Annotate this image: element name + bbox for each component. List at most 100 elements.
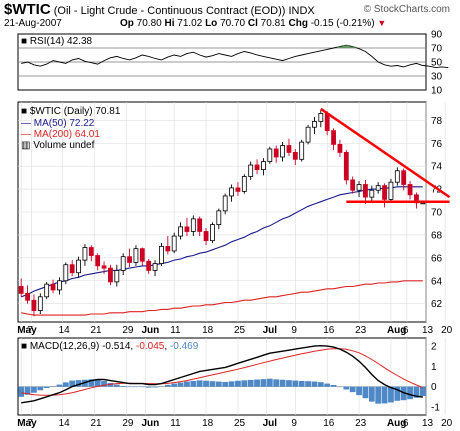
rsi-tick-label: 30 <box>431 72 443 83</box>
candle-body <box>146 260 152 271</box>
low-value: 70.70 <box>220 18 246 29</box>
price-x-tick-label: 29 <box>122 325 134 336</box>
candle-body <box>312 121 317 128</box>
macd-x-tick-label: 29 <box>122 418 134 429</box>
candle-body <box>210 224 215 242</box>
rsi-tick-label: 90 <box>431 30 443 41</box>
macd-histogram-bar <box>177 382 184 387</box>
macd-histogram-bar <box>260 379 267 387</box>
candle-body <box>165 245 171 252</box>
candle-body <box>273 148 279 158</box>
price-tick-label: 68 <box>431 230 443 241</box>
macd-histogram-bar <box>330 385 337 387</box>
macd-x-tick-label: 21 <box>91 418 103 429</box>
candle-body <box>305 126 311 143</box>
price-x-tick-label: Jun <box>142 325 160 336</box>
candle-body <box>76 259 81 274</box>
macd-histogram-bar <box>254 379 260 387</box>
macd-histogram-bar <box>381 386 388 404</box>
ma50-line <box>21 186 423 298</box>
macd-histogram-bar <box>317 382 324 387</box>
rsi-overbought-fill <box>343 45 350 48</box>
candle-body <box>184 226 190 232</box>
macd-legend-part: -0.514, <box>102 341 136 352</box>
macd-histogram-bar <box>18 386 25 397</box>
macd-histogram-bar <box>241 380 248 387</box>
ma200-legend: — MA(200) 64.01 <box>21 129 100 140</box>
rsi-line <box>21 44 449 69</box>
macd-histogram-bar <box>107 382 114 387</box>
macd-histogram-bar <box>101 380 107 387</box>
macd-legend: ■ MACD(12,26,9) -0.514, -0.045, -0.469 <box>21 341 199 352</box>
change-value: -0.15 (-0.21%) <box>310 18 375 29</box>
candle-body <box>139 248 145 262</box>
ma200-line <box>21 280 423 316</box>
candle-body <box>388 181 394 200</box>
candle-body <box>280 145 285 158</box>
price-x-tick-label: 11 <box>170 325 181 336</box>
candle-body <box>299 141 305 160</box>
macd-histogram-bar <box>337 386 343 388</box>
symbol: $WTIC <box>4 1 51 18</box>
candle-body <box>382 185 387 200</box>
candle-body <box>401 170 407 185</box>
candle-body <box>95 255 101 267</box>
macd-histogram-bar <box>298 380 305 387</box>
down-arrow-icon: ▼ <box>377 18 387 28</box>
price-tick-label: 76 <box>431 139 443 150</box>
macd-histogram-bar <box>126 386 133 388</box>
stockcharts-logo: © StockCharts.com <box>363 4 450 15</box>
macd-histogram-bar <box>222 381 229 387</box>
macd-tick-label: 1 <box>431 362 437 373</box>
candle-body <box>420 202 426 205</box>
macd-histogram-bar <box>292 380 299 387</box>
macd-histogram-bar <box>419 386 426 396</box>
rsi-overbought-fill <box>349 46 356 48</box>
macd-histogram-bar <box>356 386 362 396</box>
candle-body <box>63 264 69 282</box>
macd-histogram-bar <box>235 380 241 387</box>
close-value: 70.81 <box>260 18 286 29</box>
macd-histogram-bar <box>171 383 178 387</box>
rsi-overbought-fill <box>336 46 344 48</box>
macd-histogram-bar <box>145 386 152 388</box>
macd-histogram-bar <box>375 386 382 404</box>
candle-body <box>127 256 132 263</box>
candle-body <box>88 247 94 256</box>
macd-x-tick-label: 7 <box>27 418 33 429</box>
candle-body <box>37 296 43 311</box>
macd-histogram-bar <box>190 380 197 387</box>
price-x-tick-label: 14 <box>59 325 71 336</box>
candle-body <box>235 187 241 192</box>
macd-histogram-bar <box>37 386 44 391</box>
macd-histogram-bar <box>88 379 95 387</box>
candle-body <box>241 176 247 192</box>
macd-x-tick-label: 18 <box>202 418 214 429</box>
macd-tick-label: 2 <box>431 342 437 353</box>
macd-histogram-bar <box>228 381 235 387</box>
price-x-tick-label: 23 <box>355 325 367 336</box>
rsi-tick-label: 10 <box>431 86 443 97</box>
macd-histogram-bar <box>324 383 331 387</box>
macd-x-tick-label: 25 <box>234 418 246 429</box>
price-x-tick-label: 9 <box>291 325 297 336</box>
candle-body <box>82 247 88 261</box>
macd-x-tick-label: Jun <box>142 418 160 429</box>
macd-x-tick-label: 23 <box>355 418 367 429</box>
candle-body <box>25 292 30 301</box>
candle-body <box>363 184 368 198</box>
macd-histogram-bar <box>394 386 401 401</box>
volume-legend: ▥ Volume undef <box>21 140 95 151</box>
macd-histogram-bar <box>24 386 31 395</box>
price-x-tick-label: Jul <box>263 325 278 336</box>
candle-body <box>120 256 126 271</box>
macd-histogram-bar <box>343 386 350 390</box>
price-tick-label: 72 <box>431 185 443 196</box>
candle-body <box>152 263 158 271</box>
candle-body <box>108 267 113 283</box>
macd-histogram-bar <box>305 381 311 387</box>
macd-histogram-bar <box>286 380 292 387</box>
macd-legend-part: ■ MACD(12,26,9) <box>21 341 102 352</box>
ma50-legend: — MA(50) 72.22 <box>21 118 95 129</box>
